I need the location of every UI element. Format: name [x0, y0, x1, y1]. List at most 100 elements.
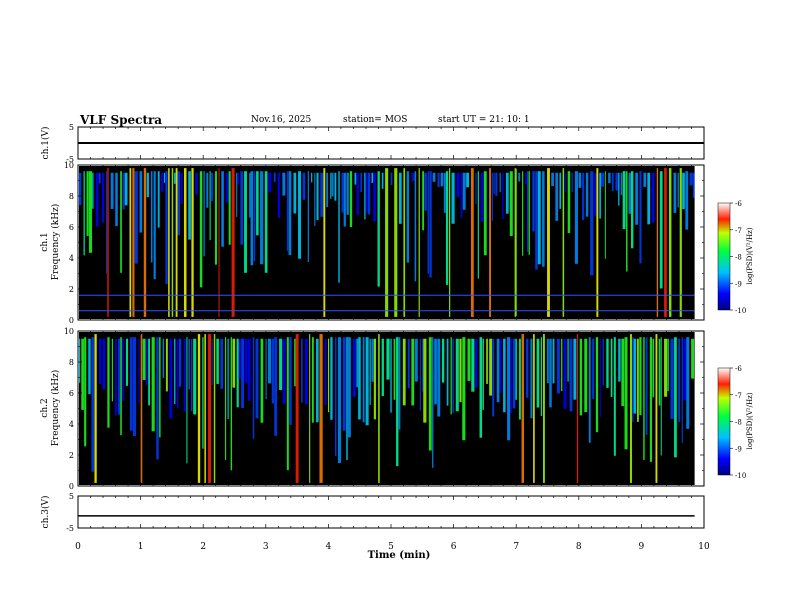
spectrogram-streak	[314, 172, 316, 226]
x-tick-label: 0	[75, 542, 81, 552]
spectrogram-streak	[156, 337, 159, 460]
spectrogram-streak	[249, 172, 251, 218]
spectrogram-streak	[326, 172, 329, 208]
spectrogram-streak	[311, 337, 314, 423]
spectrogram-streak	[452, 338, 454, 414]
ch1-ylabel: ch.1(V)	[40, 127, 51, 160]
spectrogram-streak	[146, 172, 149, 198]
spectrogram-streak	[692, 172, 695, 198]
spectrogram-streak	[101, 172, 105, 223]
y-tick-label: 4	[69, 254, 74, 263]
spectrogram-streak	[510, 338, 513, 414]
spectrogram-streak	[489, 168, 491, 317]
spectrogram-streak	[165, 338, 168, 392]
spectrogram-streak	[629, 334, 632, 483]
ch2-colorbar: -6 -7 -8 -9 -10 log(PSD)(V²/Hz)	[717, 365, 754, 480]
spectrogram-streak	[584, 338, 588, 413]
spectrogram-streak	[277, 172, 281, 218]
spectrogram-streak	[360, 172, 363, 193]
spectrogram-streak	[125, 338, 129, 386]
spectrogram-streak	[592, 338, 595, 400]
spectrogram-streak	[386, 338, 390, 380]
spectrogram-streak	[352, 338, 356, 398]
spectrogram-streak	[124, 172, 128, 206]
spectrogram-streak	[316, 172, 319, 221]
spectrogram-streak	[546, 338, 549, 384]
spectrogram-streak	[486, 338, 488, 384]
spectrogram-streak	[84, 337, 87, 447]
spectrogram-streak	[381, 172, 384, 189]
spectrogram-streak	[600, 172, 605, 187]
spectrogram-streak	[142, 338, 146, 380]
spectrogram-streak	[274, 337, 278, 436]
spectrogram-streak	[460, 172, 463, 219]
spectrogram-streak	[449, 168, 451, 317]
spectrogram-streak	[105, 171, 107, 274]
spectrogram-streak	[163, 172, 166, 183]
ch1-colorbar-gradient	[717, 202, 731, 311]
spectrogram-streak	[343, 172, 346, 227]
spectrogram-streak	[221, 171, 224, 247]
spectrogram-streak	[525, 172, 527, 185]
spectrogram-streak	[681, 337, 683, 443]
spectrogram-streak	[467, 338, 471, 381]
spectrogram-streak	[122, 172, 125, 210]
spectrogram-streak	[208, 334, 212, 483]
spectrogram-streak	[518, 172, 521, 182]
spectrogram-streak	[682, 172, 685, 210]
spectrogram-streak	[403, 168, 406, 317]
spectrogram-streak	[111, 338, 114, 402]
station-label: station= MOS	[343, 115, 408, 125]
spectrogram-streak	[451, 172, 455, 224]
spectrogram-streak	[407, 338, 410, 389]
colorbar-tick-label: -9	[735, 280, 742, 288]
spectrogram-streak	[193, 338, 197, 415]
spectrogram-streak	[596, 168, 599, 317]
spectrogram-streak	[559, 172, 562, 209]
spectrogram-streak	[532, 171, 535, 232]
spectrogram-streak	[522, 171, 524, 256]
spectrogram-streak	[231, 168, 235, 317]
spectrogram-streak	[143, 168, 147, 317]
spectrogram-streak	[567, 171, 571, 234]
spectrogram-streak	[533, 334, 535, 483]
spectrogram-streak	[171, 168, 174, 317]
spectrogram-streak	[232, 338, 236, 388]
spectrogram-streak	[385, 168, 389, 317]
spectrogram-streak	[677, 172, 679, 208]
x-tick-label: 4	[326, 542, 332, 552]
spectrogram-streak	[660, 337, 662, 456]
spectrogram-streak	[618, 172, 620, 206]
spectrogram-streak	[390, 172, 393, 186]
spectrogram-streak	[562, 168, 565, 317]
spectrogram-streak	[685, 171, 689, 230]
spectrogram-streak	[177, 171, 181, 236]
spectrogram-streak	[594, 172, 597, 217]
spectrogram-streak	[462, 172, 466, 210]
spectrogram-streak	[191, 168, 194, 317]
spectrogram-streak	[311, 172, 313, 183]
spectrogram-streak	[649, 337, 653, 462]
colorbar-tick-label: -9	[735, 445, 742, 453]
spectrogram-streak	[324, 338, 327, 406]
spectrogram-streak	[378, 334, 380, 483]
spectrogram-streak	[689, 172, 693, 186]
spectrogram-streak	[79, 338, 81, 383]
spectrogram-streak	[507, 337, 511, 441]
spectrogram-streak	[138, 338, 140, 403]
spectrogram-streak	[161, 172, 164, 192]
y-tick-label: 2	[69, 285, 74, 294]
spectrogram-streak	[491, 172, 493, 222]
spectrogram-streak	[230, 337, 233, 471]
spectrogram-streak	[132, 168, 135, 317]
y-tick-label: 4	[69, 420, 74, 429]
spectrogram-streak	[347, 337, 351, 438]
spectrogram-streak	[244, 171, 247, 273]
spectrogram-streak	[419, 338, 421, 411]
spectrogram-streak	[639, 337, 642, 416]
spectrogram-streak	[432, 172, 436, 182]
ch3-waveform-panel: 5 -5 ch.3(V)	[40, 492, 705, 533]
spectrogram-streak	[588, 337, 591, 443]
spectrogram-streak	[309, 334, 311, 483]
spectrogram-streak	[578, 172, 582, 188]
